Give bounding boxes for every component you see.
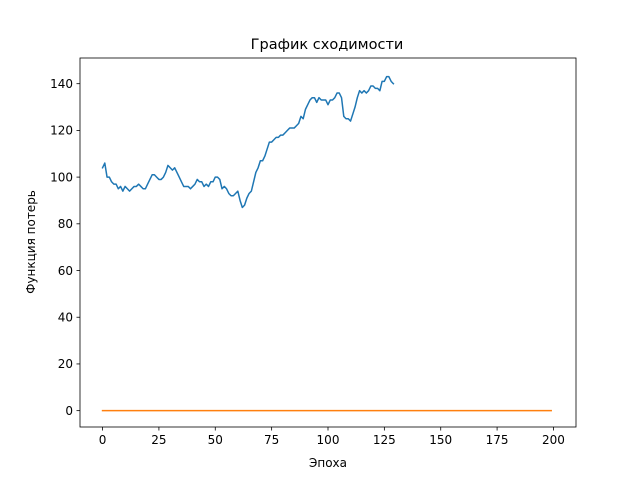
x-axis-label: Эпоха: [309, 456, 347, 470]
x-tick-label: 200: [542, 433, 565, 447]
x-axis-ticks: 0 25 50 75 100 125 150 175 200: [99, 427, 565, 447]
chart-title: График сходимости: [251, 37, 404, 53]
y-tick-label: 120: [50, 124, 73, 138]
x-tick-label: 150: [429, 433, 452, 447]
y-tick-label: 40: [58, 311, 73, 325]
y-axis-label: Функция потерь: [24, 190, 38, 294]
y-tick-label: 140: [50, 77, 73, 91]
y-axis-ticks: 0 20 40 60 80 100 120 140: [50, 77, 80, 418]
x-tick-label: 175: [486, 433, 509, 447]
x-tick-label: 0: [99, 433, 107, 447]
y-tick-label: 0: [65, 404, 73, 418]
x-tick-label: 125: [373, 433, 396, 447]
y-tick-label: 60: [58, 264, 73, 278]
series-line-1: [101, 75, 395, 209]
plot-frame: [79, 57, 577, 428]
x-tick-label: 50: [208, 433, 223, 447]
y-tick-label: 100: [50, 170, 73, 184]
y-tick-label: 20: [58, 357, 73, 371]
x-tick-label: 100: [317, 433, 340, 447]
series-layer: [101, 75, 552, 412]
x-tick-label: 25: [151, 433, 166, 447]
x-tick-label: 75: [264, 433, 279, 447]
y-tick-label: 80: [58, 217, 73, 231]
